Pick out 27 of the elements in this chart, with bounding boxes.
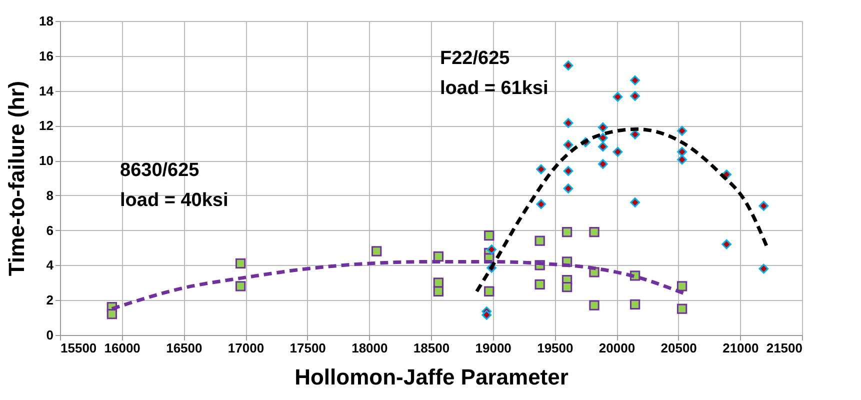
x-tick-label: 16500 <box>166 340 202 356</box>
y-tick-label: 14 <box>39 83 54 98</box>
y-tick-label: 12 <box>39 118 54 134</box>
x-tick-label: 16000 <box>104 340 140 356</box>
x-tick-label: 19500 <box>537 340 574 356</box>
x-tick-label: 17500 <box>290 340 326 356</box>
x-tick-label: 20000 <box>598 340 636 356</box>
x-tick-label: 15500 <box>60 340 97 356</box>
x-tick-label: 18500 <box>413 340 450 356</box>
x-tick-label: 20500 <box>660 340 697 356</box>
x-tick-label: 21000 <box>722 340 759 356</box>
y-axis-title: Time-to-failure (hr) <box>4 80 30 276</box>
y-tick-label: 2 <box>46 292 54 308</box>
y-tick-label: 8 <box>46 188 54 203</box>
y-tick-label: 18 <box>39 14 54 28</box>
x-tick-label: 17000 <box>228 340 264 356</box>
annotation: 8630/625 load = 40ksi <box>120 160 228 211</box>
y-tick-label: 0 <box>46 328 54 342</box>
y-tick-label: 4 <box>46 258 54 273</box>
y-tick-label: 16 <box>39 48 54 64</box>
x-axis-title: Hollomon-Jaffe Parameter <box>294 364 569 390</box>
y-tick-label: 10 <box>39 153 54 168</box>
x-tick-label: 19000 <box>475 340 512 356</box>
x-tick-label: 18000 <box>352 340 388 356</box>
x-tick-label: 21500 <box>766 340 802 356</box>
y-tick-label: 6 <box>46 222 54 238</box>
annotation: F22/625 load = 61ksi <box>440 48 548 99</box>
